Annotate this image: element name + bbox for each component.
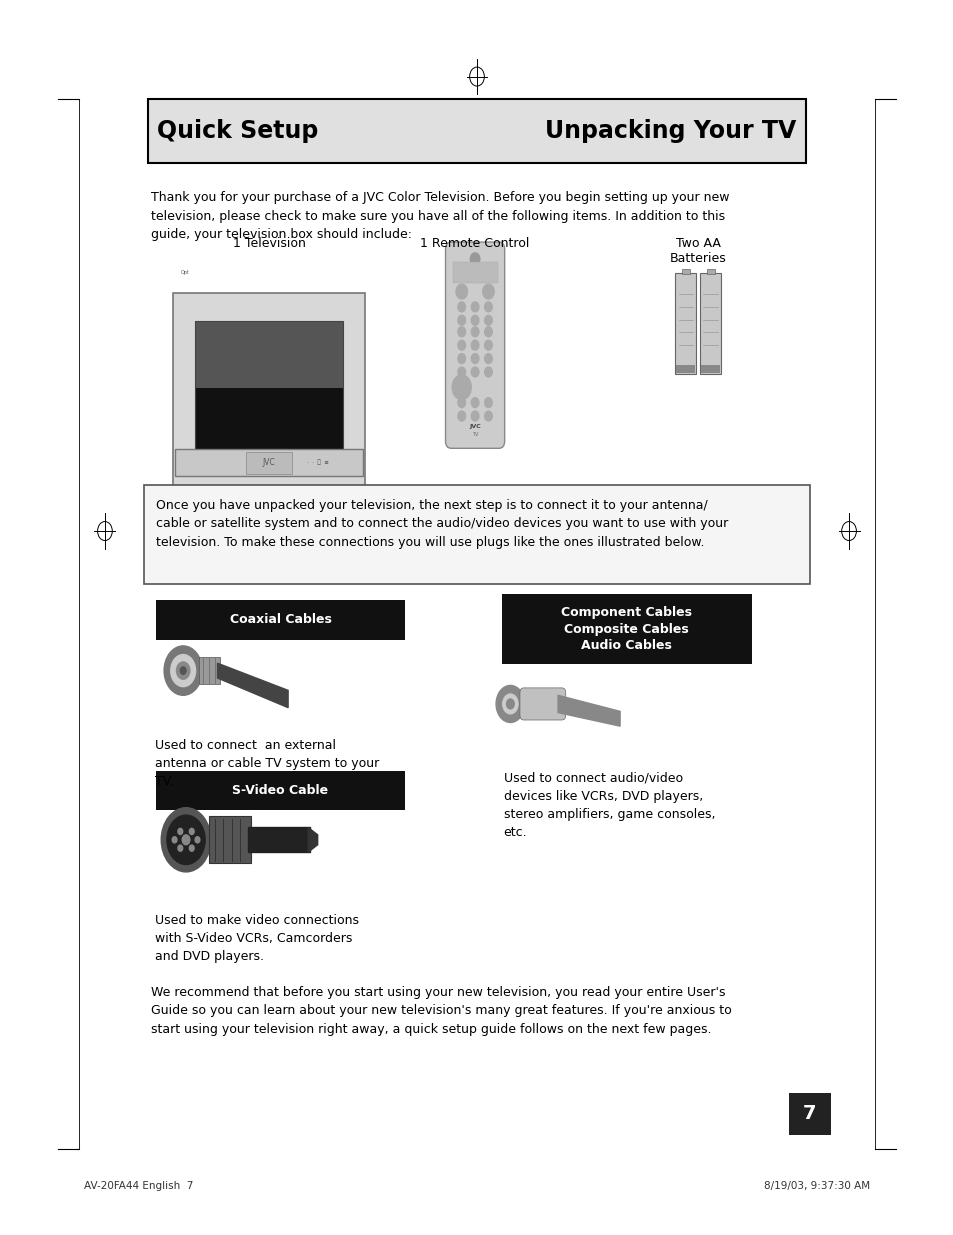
Text: Coaxial Cables: Coaxial Cables: [230, 614, 331, 626]
FancyBboxPatch shape: [445, 242, 504, 448]
Text: Two AA
Batteries: Two AA Batteries: [669, 237, 726, 266]
Circle shape: [457, 301, 465, 312]
FancyBboxPatch shape: [788, 1093, 830, 1135]
Circle shape: [194, 837, 200, 842]
Text: We recommend that before you start using your new television, you read your enti: We recommend that before you start using…: [151, 986, 731, 1035]
Circle shape: [171, 655, 195, 687]
Circle shape: [164, 646, 202, 695]
Text: AV-20FA44 English  7: AV-20FA44 English 7: [84, 1181, 193, 1191]
Circle shape: [457, 411, 465, 421]
Text: ·  ·  ⬩  ≡: · · ⬩ ≡: [306, 459, 328, 466]
Circle shape: [457, 340, 465, 351]
FancyBboxPatch shape: [148, 99, 805, 163]
Circle shape: [457, 367, 465, 377]
Circle shape: [456, 284, 467, 299]
FancyBboxPatch shape: [519, 688, 565, 720]
Circle shape: [484, 315, 492, 325]
FancyBboxPatch shape: [144, 485, 809, 584]
Polygon shape: [248, 827, 310, 852]
FancyBboxPatch shape: [194, 388, 343, 456]
Polygon shape: [308, 827, 317, 852]
FancyBboxPatch shape: [452, 262, 497, 283]
Circle shape: [484, 367, 492, 377]
Text: 1 Television: 1 Television: [233, 237, 305, 251]
Circle shape: [482, 284, 494, 299]
FancyBboxPatch shape: [174, 450, 362, 475]
Circle shape: [471, 340, 478, 351]
FancyBboxPatch shape: [155, 600, 405, 640]
FancyBboxPatch shape: [676, 366, 695, 373]
FancyBboxPatch shape: [209, 816, 251, 863]
Circle shape: [471, 411, 478, 421]
Circle shape: [167, 815, 205, 864]
Text: Quick Setup: Quick Setup: [157, 119, 318, 143]
Text: 8/19/03, 9:37:30 AM: 8/19/03, 9:37:30 AM: [763, 1181, 869, 1191]
Circle shape: [471, 367, 478, 377]
Circle shape: [471, 327, 478, 337]
Circle shape: [484, 340, 492, 351]
FancyBboxPatch shape: [501, 594, 751, 664]
FancyBboxPatch shape: [700, 273, 720, 374]
Circle shape: [484, 398, 492, 408]
Circle shape: [471, 398, 478, 408]
Circle shape: [161, 808, 211, 872]
FancyBboxPatch shape: [681, 269, 689, 274]
Circle shape: [471, 315, 478, 325]
Circle shape: [484, 301, 492, 312]
Text: S-Video Cable: S-Video Cable: [233, 784, 328, 797]
Circle shape: [457, 327, 465, 337]
Circle shape: [457, 315, 465, 325]
Circle shape: [484, 327, 492, 337]
Polygon shape: [217, 663, 288, 708]
Circle shape: [452, 375, 471, 400]
Circle shape: [471, 353, 478, 363]
Circle shape: [484, 353, 492, 363]
Circle shape: [502, 694, 517, 714]
Circle shape: [176, 662, 190, 679]
Text: 1 Remote Control: 1 Remote Control: [420, 237, 529, 251]
Text: TV: TV: [472, 432, 477, 437]
Text: Opt: Opt: [180, 270, 190, 275]
Circle shape: [496, 685, 524, 722]
Text: Used to connect audio/video
devices like VCRs, DVD players,
stereo amplifiers, g: Used to connect audio/video devices like…: [503, 772, 715, 839]
Text: 7: 7: [802, 1104, 816, 1124]
Circle shape: [471, 301, 478, 312]
Text: Thank you for your purchase of a JVC Color Television. Before you begin setting : Thank you for your purchase of a JVC Col…: [151, 191, 728, 241]
FancyBboxPatch shape: [194, 321, 343, 388]
Text: Component Cables
Composite Cables
Audio Cables: Component Cables Composite Cables Audio …: [560, 606, 692, 652]
FancyBboxPatch shape: [246, 452, 292, 474]
Polygon shape: [558, 695, 619, 726]
FancyBboxPatch shape: [675, 273, 696, 374]
Text: JVC: JVC: [262, 458, 275, 467]
FancyBboxPatch shape: [700, 366, 720, 373]
Text: Unpacking Your TV: Unpacking Your TV: [545, 119, 796, 143]
Text: Used to connect  an external
antenna or cable TV system to your
TV.: Used to connect an external antenna or c…: [154, 739, 378, 788]
Circle shape: [189, 829, 194, 835]
Text: JVC: JVC: [469, 424, 480, 429]
FancyBboxPatch shape: [199, 657, 220, 684]
Circle shape: [189, 845, 194, 851]
Circle shape: [457, 353, 465, 363]
Circle shape: [177, 829, 182, 835]
Circle shape: [484, 411, 492, 421]
Circle shape: [172, 837, 176, 842]
FancyBboxPatch shape: [155, 771, 405, 810]
FancyBboxPatch shape: [706, 269, 714, 274]
FancyBboxPatch shape: [172, 293, 364, 498]
Circle shape: [506, 699, 514, 709]
Circle shape: [180, 667, 186, 674]
Circle shape: [470, 253, 479, 266]
Text: Used to make video connections
with S-Video VCRs, Camcorders
and DVD players.: Used to make video connections with S-Vi…: [154, 914, 358, 963]
Text: Once you have unpacked your television, the next step is to connect it to your a: Once you have unpacked your television, …: [155, 499, 727, 548]
Circle shape: [182, 835, 190, 845]
Circle shape: [457, 398, 465, 408]
Circle shape: [177, 845, 182, 851]
